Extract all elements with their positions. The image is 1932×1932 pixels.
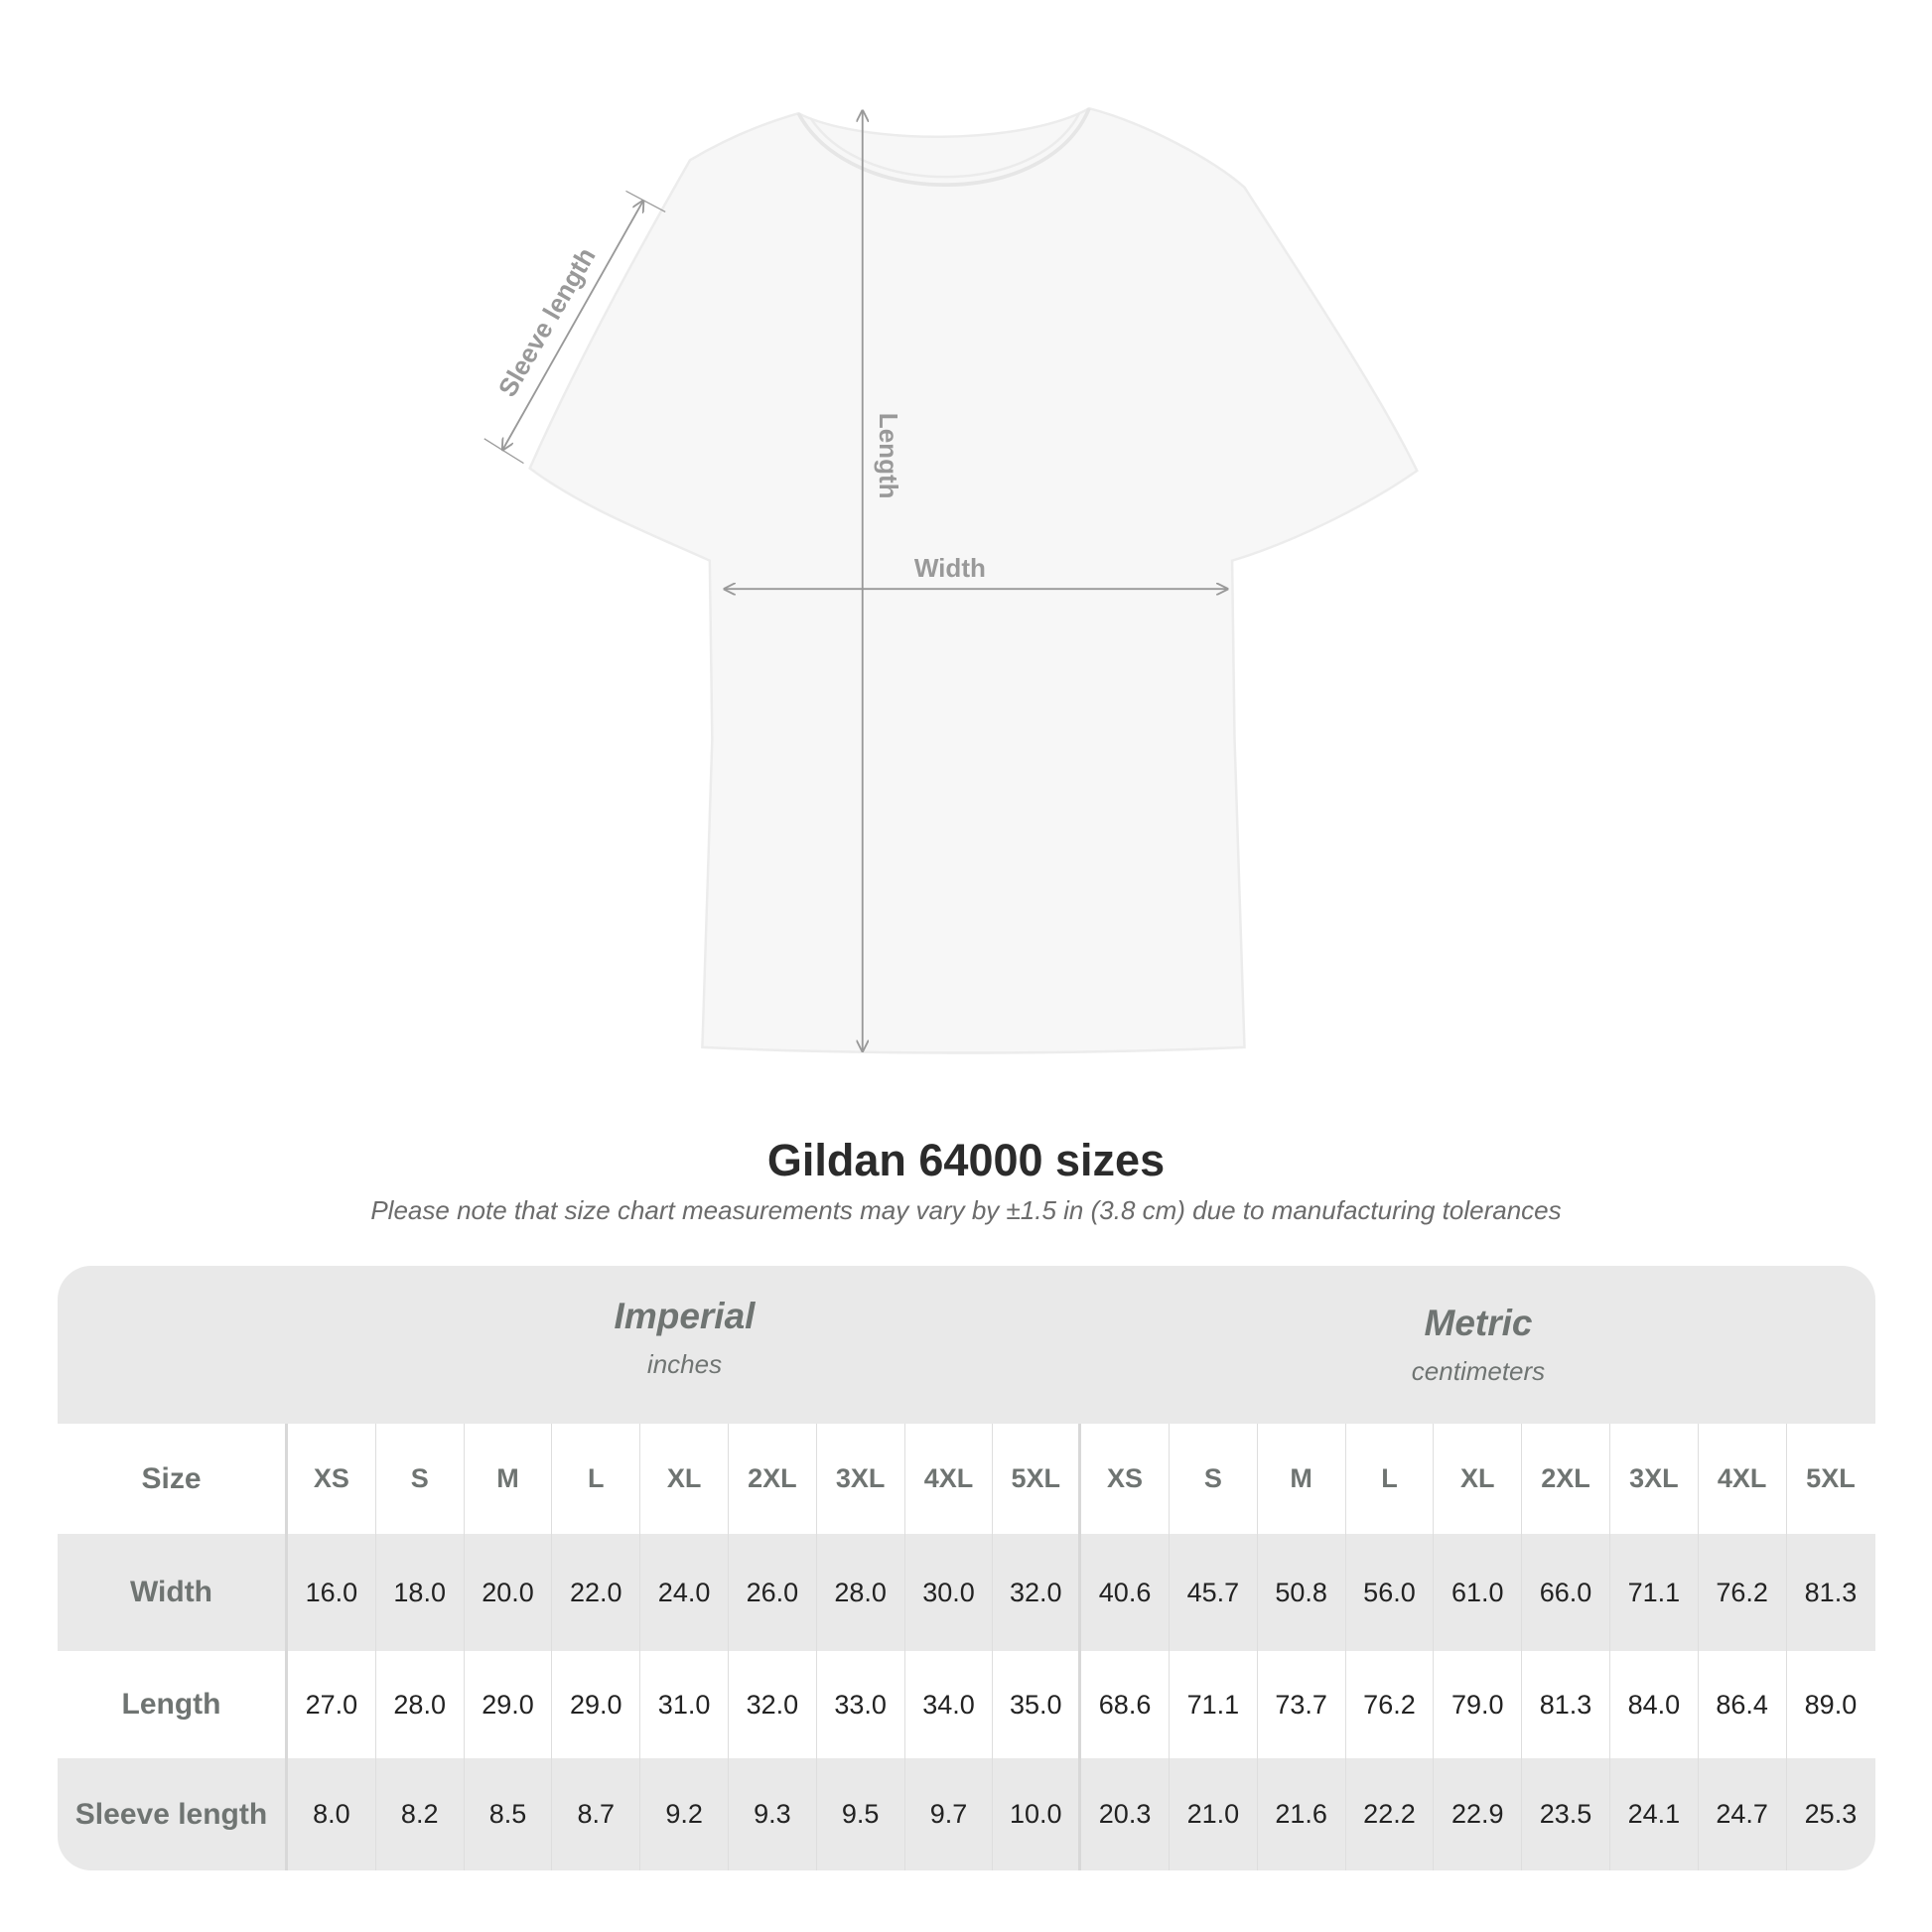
- metric-size-header: 4XL: [1699, 1424, 1787, 1534]
- metric-value-cell: 22.2: [1346, 1758, 1435, 1870]
- metric-value-cell: 89.0: [1804, 1689, 1858, 1720]
- imperial-value-cell: 16.0: [288, 1534, 376, 1651]
- row-label: Size: [58, 1424, 288, 1534]
- imperial-value-cell: 20.0: [465, 1534, 553, 1651]
- metric-value-cell: 76.2: [1699, 1534, 1787, 1651]
- imperial-value-cell: 27.0: [288, 1651, 376, 1758]
- metric-value-cell: 71.1: [1610, 1534, 1699, 1651]
- imperial-size-header: 5XL: [993, 1424, 1082, 1534]
- size-table: Imperial inches Metric centimeters Size X…: [58, 1266, 1875, 1870]
- metric-unit: centimeters: [1411, 1356, 1546, 1386]
- sleeve-arrow: [502, 201, 642, 450]
- chart-title: Gildan 64000 sizes: [766, 1135, 1166, 1185]
- table-row: Sleeve length 8.0 8.2 8.5 8.7 9.2 9.3 9.5 9.7 10.…: [58, 1758, 1875, 1870]
- metric-value-cell: 76.2: [1346, 1651, 1435, 1758]
- imperial-value-cell: 9.5: [817, 1758, 905, 1870]
- imperial-value-cell: 9.7: [905, 1758, 994, 1870]
- imperial-value-cell: 22.0: [552, 1534, 641, 1651]
- metric-value-cell: 23.5: [1522, 1758, 1610, 1870]
- metric-value-cell: 40.6: [1081, 1534, 1170, 1651]
- metric-size-header: 3XL: [1610, 1424, 1699, 1534]
- metric-value-cell: 84.0: [1610, 1651, 1699, 1758]
- width-label: Width: [914, 553, 986, 583]
- imperial-value-cell: 34.0: [905, 1651, 994, 1758]
- metric-value-cell: 86.4: [1699, 1651, 1787, 1758]
- metric-value-cell: 24.7: [1699, 1758, 1787, 1870]
- metric-value-cell: 21.0: [1170, 1758, 1258, 1870]
- table-row: Length 27.0 28.0 29.0 29.0 31.0 32.0 33.0 34.0 35…: [58, 1651, 1875, 1758]
- metric-value-cell: 22.9: [1434, 1758, 1523, 1870]
- metric-value-cell: 68.6: [1081, 1651, 1170, 1758]
- imperial-value-cell: 28.0: [817, 1534, 905, 1651]
- imperial-unit: inches: [646, 1349, 723, 1379]
- imperial-value-cell: 29.0: [465, 1651, 553, 1758]
- imperial-size-header: 4XL: [905, 1424, 994, 1534]
- imperial-value-cell: 30.0: [905, 1534, 994, 1651]
- metric-value-cell: 81.3: [1522, 1651, 1610, 1758]
- metric-value-cell: 71.1: [1170, 1651, 1258, 1758]
- row-label: Sleeve length: [58, 1758, 288, 1870]
- row-label: Length: [58, 1651, 288, 1758]
- imperial-value-cell: 8.2: [376, 1758, 465, 1870]
- imperial-value-cell: 18.0: [376, 1534, 465, 1651]
- imperial-size-header: M: [465, 1424, 553, 1534]
- imperial-value-cell: 8.5: [465, 1758, 553, 1870]
- metric-size-header: L: [1346, 1424, 1435, 1534]
- imperial-size-header: XS: [288, 1424, 376, 1534]
- metric-size-header: 5XL: [1806, 1463, 1856, 1493]
- imperial-size-header: 3XL: [817, 1424, 905, 1534]
- imperial-value-cell: 35.0: [993, 1651, 1082, 1758]
- metric-title: Metric: [1424, 1303, 1533, 1343]
- metric-value-cell: 73.7: [1258, 1651, 1346, 1758]
- metric-value-cell: 79.0: [1434, 1651, 1523, 1758]
- metric-value-cell: 81.3: [1804, 1577, 1858, 1607]
- row-label: Width: [58, 1534, 288, 1651]
- imperial-value-cell: 32.0: [993, 1534, 1082, 1651]
- imperial-value-cell: 9.2: [640, 1758, 729, 1870]
- metric-value-cell: 61.0: [1434, 1534, 1523, 1651]
- metric-size-header: S: [1170, 1424, 1258, 1534]
- imperial-title: Imperial: [614, 1296, 756, 1336]
- imperial-value-cell: 9.3: [729, 1758, 817, 1870]
- metric-value-cell: 45.7: [1170, 1534, 1258, 1651]
- length-label: Length: [874, 413, 903, 499]
- imperial-size-header: L: [552, 1424, 641, 1534]
- metric-size-header: XL: [1434, 1424, 1523, 1534]
- metric-size-header: XS: [1081, 1424, 1170, 1534]
- metric-value-cell: 25.3: [1804, 1799, 1858, 1829]
- imperial-value-cell: 24.0: [640, 1534, 729, 1651]
- imperial-header: Imperial inches: [288, 1296, 1081, 1380]
- imperial-value-cell: 33.0: [817, 1651, 905, 1758]
- table-row: Width 16.0 18.0 20.0 22.0 24.0 26.0 28.0 30.0 32.…: [58, 1534, 1875, 1651]
- metric-value-cell: 66.0: [1522, 1534, 1610, 1651]
- imperial-size-header: S: [376, 1424, 465, 1534]
- metric-size-header: M: [1258, 1424, 1346, 1534]
- tolerance-note: Please note that size chart measurements…: [370, 1195, 1562, 1225]
- imperial-value-cell: 28.0: [376, 1651, 465, 1758]
- metric-value-cell: 56.0: [1346, 1534, 1435, 1651]
- size-header-row: Size XS S M L XL 2XL 3XL 4XL 5XL XS S M L XL 2XL 3XL 4XL 5…: [58, 1424, 1875, 1534]
- imperial-value-cell: 29.0: [552, 1651, 641, 1758]
- imperial-value-cell: 8.0: [288, 1758, 376, 1870]
- imperial-value-cell: 32.0: [729, 1651, 817, 1758]
- imperial-value-cell: 26.0: [729, 1534, 817, 1651]
- imperial-value-cell: 31.0: [640, 1651, 729, 1758]
- imperial-value-cell: 10.0: [993, 1758, 1082, 1870]
- table-header: Imperial inches Metric centimeters: [58, 1266, 1875, 1424]
- metric-value-cell: 50.8: [1258, 1534, 1346, 1651]
- metric-value-cell: 20.3: [1081, 1758, 1170, 1870]
- imperial-size-header: 2XL: [729, 1424, 817, 1534]
- imperial-value-cell: 8.7: [552, 1758, 641, 1870]
- imperial-size-header: XL: [640, 1424, 729, 1534]
- metric-value-cell: 21.6: [1258, 1758, 1346, 1870]
- metric-size-header: 2XL: [1522, 1424, 1610, 1534]
- metric-value-cell: 24.1: [1610, 1758, 1699, 1870]
- metric-header: Metric centimeters: [1081, 1303, 1875, 1387]
